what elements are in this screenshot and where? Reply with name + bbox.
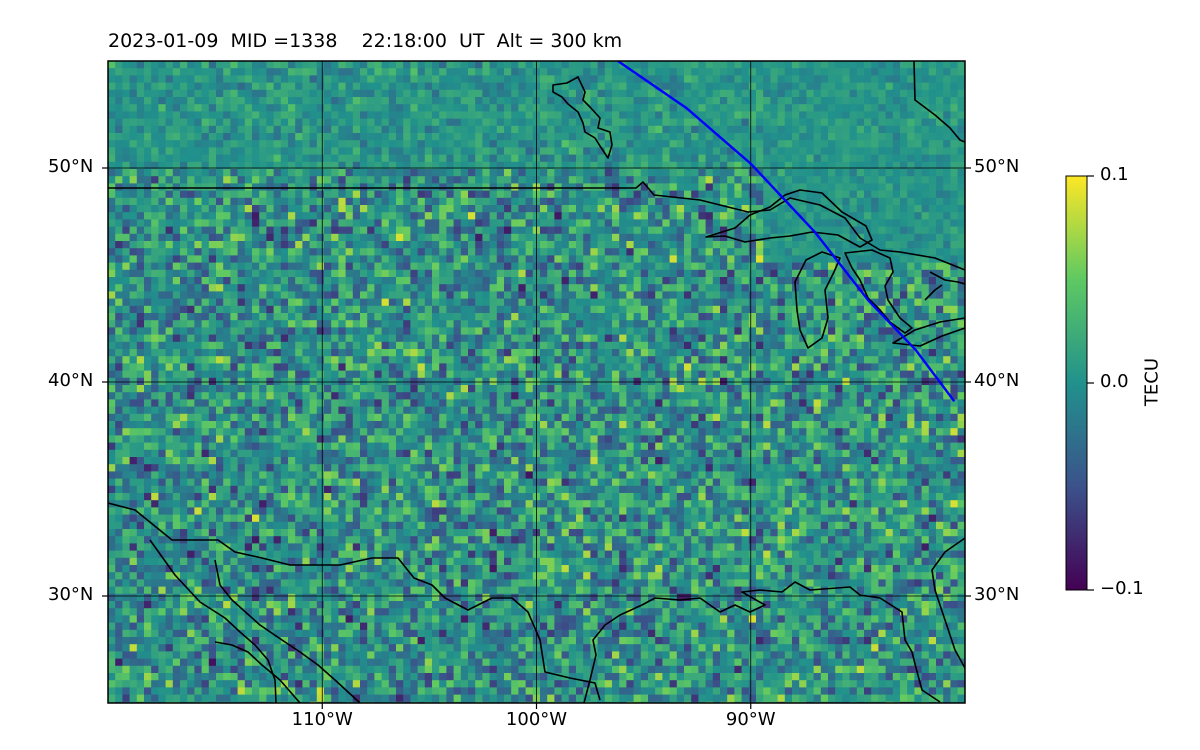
us-mexico-border xyxy=(108,502,601,701)
lat-label-right: 50°N xyxy=(974,156,1020,177)
map-ticks xyxy=(102,167,971,709)
gulf-coast xyxy=(583,581,941,703)
lake-huron xyxy=(844,249,913,334)
map-gridlines xyxy=(108,61,965,703)
lon-label: 100°W xyxy=(505,709,568,730)
lake-winnipeg xyxy=(552,76,613,159)
figure-title: 2023-01-09 MID =1338 22:18:00 UT Alt = 3… xyxy=(108,30,623,52)
sonora-coast xyxy=(214,559,361,703)
coastlines xyxy=(108,61,965,703)
colorbar-label: TECU xyxy=(1141,357,1163,407)
baja-coast xyxy=(214,641,301,703)
colorbar-tick-label: −0.1 xyxy=(1100,578,1144,599)
colorbar-gradient xyxy=(1065,175,1088,591)
colorbar-tick-label: 0.1 xyxy=(1100,164,1129,185)
lat-label-right: 40°N xyxy=(974,370,1020,391)
colorbar-ticks xyxy=(1087,175,1094,591)
lat-label-left: 40°N xyxy=(48,370,94,391)
lake-ontario xyxy=(924,271,965,301)
lat-label-right: 30°N xyxy=(974,584,1020,605)
lon-label: 110°W xyxy=(291,709,353,730)
lat-label-left: 30°N xyxy=(48,584,94,605)
satellite-track xyxy=(617,61,956,403)
lake-erie xyxy=(892,317,965,347)
colorbar-tick-label: 0.0 xyxy=(1100,371,1129,392)
lat-label-left: 50°N xyxy=(48,156,94,177)
us-canada-border xyxy=(108,181,965,271)
lon-label: 90°W xyxy=(725,709,776,730)
lake-superior xyxy=(705,189,873,248)
lake-michigan xyxy=(794,251,841,349)
hudson-bay-coast xyxy=(913,61,965,143)
atlantic-coast xyxy=(931,537,965,669)
tec-heatmap xyxy=(108,61,965,703)
